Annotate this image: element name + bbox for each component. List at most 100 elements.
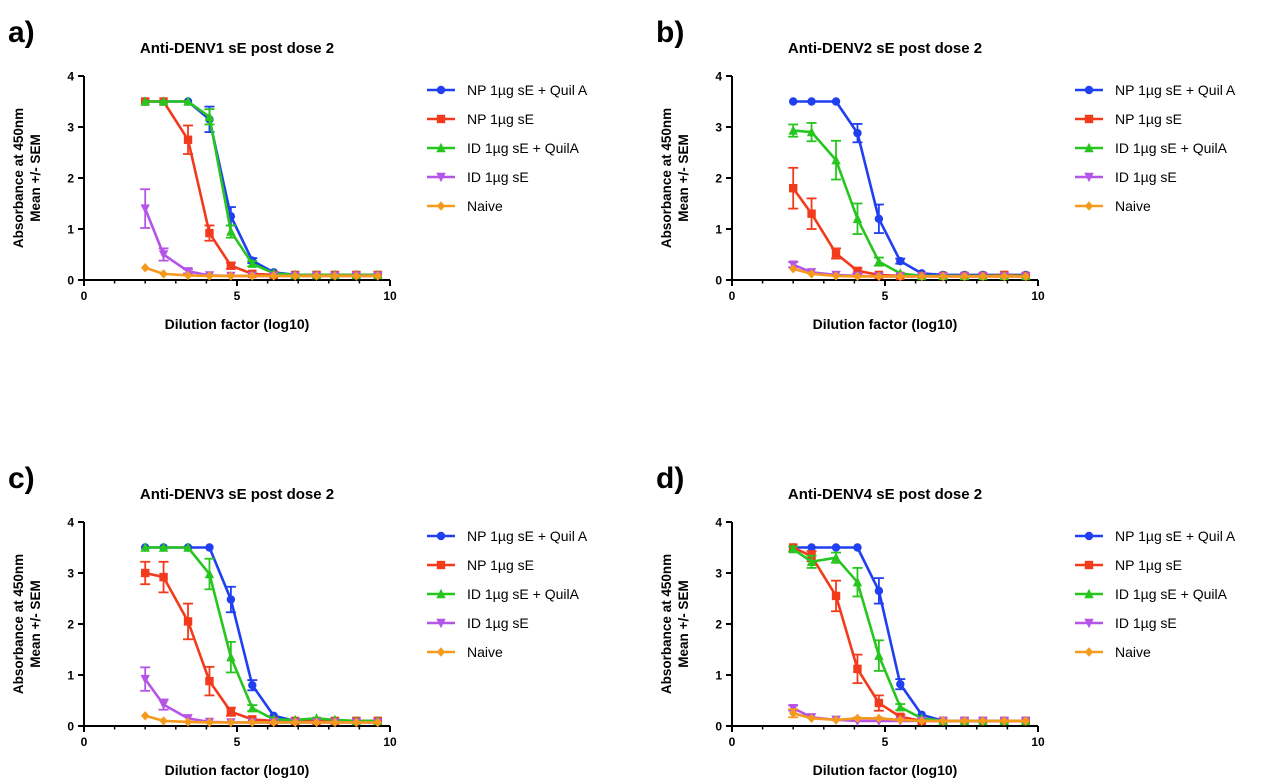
- legend-label: NP 1µg sE + Quil A: [1115, 82, 1236, 98]
- series-0: [789, 97, 1030, 280]
- legend-entry: NP 1µg sE: [427, 111, 534, 127]
- legend-label: NP 1µg sE: [467, 111, 534, 127]
- data-point: [896, 679, 905, 689]
- series-line: [144, 678, 378, 724]
- series-line: [145, 100, 378, 277]
- y-tick-label: 3: [67, 121, 74, 135]
- data-point: [140, 96, 150, 106]
- data-point: [938, 271, 948, 282]
- x-tick-label: 5: [882, 735, 889, 749]
- y-tick-label: 0: [67, 720, 74, 734]
- data-point: [226, 271, 236, 281]
- data-point: [183, 717, 193, 727]
- legend-label: NP 1µg sE + Quil A: [467, 82, 588, 98]
- data-point: [159, 269, 168, 279]
- y-axis-label: Absorbance at 450nm: [11, 554, 26, 694]
- y-axis-label: Absorbance at 450nm: [659, 554, 674, 694]
- legend-entry: ID 1µg sE + QuilA: [1075, 586, 1228, 602]
- data-point: [853, 664, 862, 674]
- legend-marker: [436, 531, 446, 541]
- legend-label: ID 1µg sE + QuilA: [1115, 140, 1228, 156]
- legend-entry: Naive: [427, 644, 503, 660]
- data-point: [1021, 716, 1030, 726]
- chart-panel: c) Anti-DENV3 sE post dose 2 0 1 2 3 4 0 5 10 Dilu…: [8, 462, 588, 778]
- x-axis-label: Dilution factor (log10): [165, 316, 310, 332]
- data-point: [248, 717, 257, 728]
- data-point: [183, 542, 193, 552]
- data-point: [330, 717, 340, 728]
- data-point: [978, 716, 988, 726]
- y-tick-label: 3: [715, 567, 722, 581]
- legend-label: NP 1µg sE + Quil A: [1115, 528, 1236, 544]
- legend-label: Naive: [467, 198, 503, 214]
- legend-entry: ID 1µg sE: [1075, 169, 1177, 185]
- chart-panel: d) Anti-DENV4 sE post dose 2 0 1 2 3 4 0 5 10 Dilu…: [656, 462, 1236, 778]
- panel-label: a): [8, 16, 35, 49]
- data-point: [159, 572, 168, 582]
- data-point: [807, 209, 816, 218]
- y-tick-label: 0: [715, 274, 722, 288]
- legend-marker: [436, 201, 446, 211]
- data-point: [831, 591, 841, 601]
- data-point: [852, 576, 863, 587]
- legend-entry: NP 1µg sE + Quil A: [1075, 82, 1236, 98]
- data-point: [204, 568, 215, 579]
- legend-marker: [1084, 647, 1094, 657]
- series-1: [788, 166, 1030, 281]
- legend-marker: [1084, 588, 1094, 599]
- legend-entry: ID 1µg sE + QuilA: [1075, 140, 1228, 156]
- data-point: [831, 271, 841, 281]
- series-line: [792, 546, 1026, 723]
- data-point: [248, 681, 257, 690]
- data-point: [874, 256, 884, 266]
- chart-panel: a) Anti-DENV1 sE post dose 2 0 1 2 3 4 0 5 10 Dilu…: [8, 16, 588, 332]
- y-axis-label: Mean +/- SEM: [676, 134, 691, 221]
- data-point: [917, 716, 926, 726]
- legend-label: NP 1µg sE + Quil A: [467, 528, 588, 544]
- data-point: [853, 128, 862, 138]
- data-point: [205, 543, 214, 552]
- data-point: [1021, 271, 1030, 282]
- data-point: [853, 543, 862, 552]
- y-tick-label: 3: [715, 121, 722, 135]
- data-point: [226, 261, 236, 270]
- data-point: [831, 543, 841, 552]
- y-tick-label: 2: [715, 172, 722, 186]
- data-point: [140, 674, 150, 685]
- data-point: [226, 717, 236, 728]
- y-axis-label: Mean +/- SEM: [28, 134, 43, 221]
- series-line: [145, 546, 378, 723]
- data-point: [330, 271, 340, 281]
- x-tick-label: 5: [234, 289, 241, 303]
- legend-label: ID 1µg sE + QuilA: [467, 140, 580, 156]
- data-point: [807, 543, 816, 552]
- legend-marker: [436, 114, 446, 124]
- legend-entry: ID 1µg sE: [1075, 615, 1177, 631]
- chart-title: Anti-DENV4 sE post dose 2: [788, 486, 982, 503]
- data-point: [205, 717, 214, 728]
- data-point: [373, 717, 382, 728]
- data-point: [874, 650, 884, 660]
- data-point: [852, 213, 863, 223]
- legend-entry: ID 1µg sE: [427, 615, 529, 631]
- data-point: [247, 258, 257, 268]
- chart-title: Anti-DENV2 sE post dose 2: [788, 40, 982, 57]
- series-2: [788, 122, 1031, 281]
- x-axis-label: Dilution factor (log10): [165, 762, 310, 778]
- legend-marker: [1084, 618, 1094, 629]
- y-axis-label: Absorbance at 450nm: [11, 108, 26, 248]
- data-point: [226, 226, 236, 236]
- legend-label: NP 1µg sE: [1115, 557, 1182, 573]
- series-line: [792, 711, 1026, 723]
- x-tick-label: 10: [383, 735, 397, 749]
- x-axis-label: Dilution factor (log10): [813, 316, 958, 332]
- legend-marker: [1084, 201, 1094, 211]
- data-point: [1000, 271, 1009, 282]
- y-tick-label: 4: [715, 70, 722, 84]
- data-point: [788, 125, 798, 135]
- data-point: [159, 716, 168, 726]
- series-line: [792, 187, 1026, 278]
- legend-marker: [1084, 172, 1094, 183]
- data-point: [226, 651, 236, 662]
- legend-marker: [1084, 560, 1094, 570]
